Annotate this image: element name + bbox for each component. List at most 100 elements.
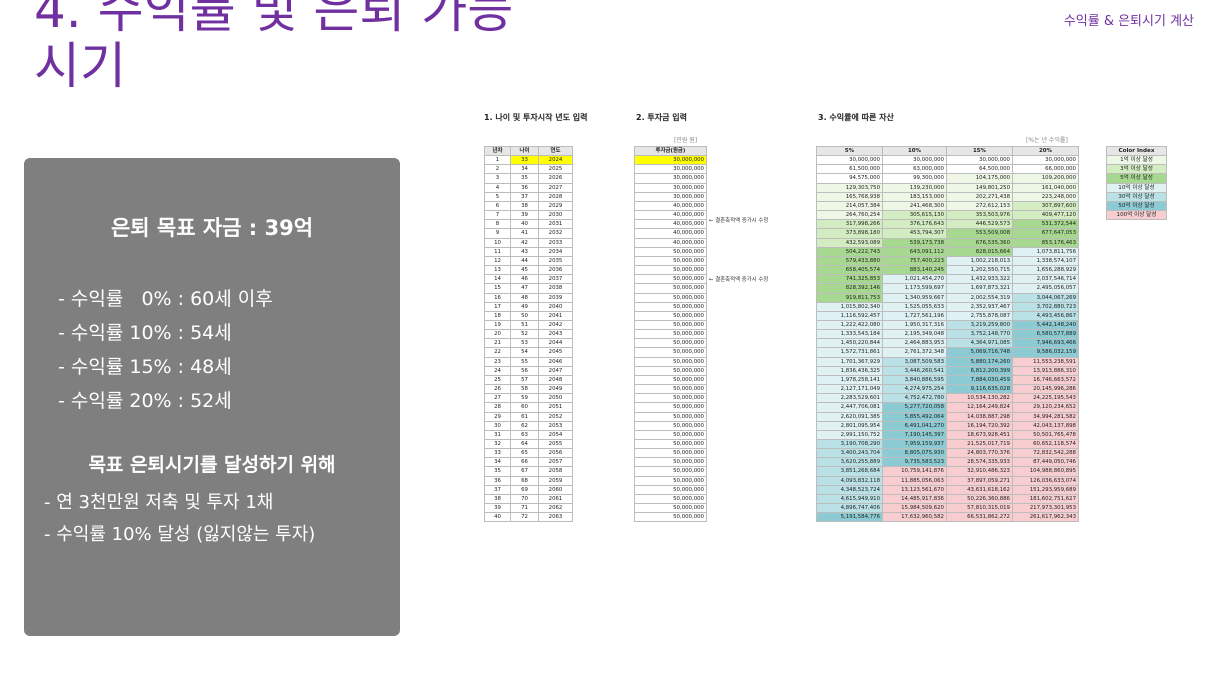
asset-cell-r20: 261,617,962,343 [1012,512,1079,523]
asset-cell-r10: 139,230,000 [882,182,947,193]
asset-cell-r5: 3,190,708,290 [816,438,883,450]
table-row: 50,000,000 [634,265,707,276]
year-no-cell: 5 [484,191,511,202]
asset-cell-r5: 5,191,584,776 [816,512,883,523]
asset-cell-r20: 30,000,000 [1012,155,1079,166]
color-index-legend: Color Index 1억 이상 달성 3억 이상 달성 5억 이상 달성 10억 … [1106,145,1167,221]
asset-cell-r10: 2,464,883,953 [882,338,947,349]
table-row: 14 46 2037 [484,274,573,285]
calendar-year-cell: 2029 [538,200,573,212]
table-row: 16 48 2039 [484,292,573,303]
asset-cell-r10: 1,525,055,633 [882,301,947,312]
asset-cell-r20: 11,553,238,591 [1012,356,1079,367]
year-no-cell: 10 [484,237,511,248]
table-row: 1,333,543,184 2,195,349,048 3,752,148,770 6… [816,329,1079,340]
asset-cell-r15: 37,897,059,271 [946,475,1013,486]
asset-cell-r15: 1,002,218,013 [946,255,1013,267]
asset-cell-r10: 757,400,223 [882,255,947,267]
principal-cell: 50,000,000 [634,512,707,523]
header-rate-15: 15% [946,145,1013,157]
table-row: 50,000,000 [634,319,707,331]
table-header-row: 투자금(원금) [634,145,707,157]
asset-cell-r15: 24,803,770,376 [946,448,1013,459]
table-row: 1,450,220,844 2,464,883,953 4,364,971,085 7… [816,338,1079,349]
rate-line-0: - 수익률 0% : 60세 이후 [58,288,273,310]
table-row: 30,000,000 [634,164,707,175]
calendar-year-cell: 2052 [538,411,573,422]
year-no-cell: 40 [484,512,511,523]
asset-cell-r10: 4,274,975,254 [882,384,947,395]
asset-cell-r15: 18,673,928,451 [946,429,1013,441]
table-row: 23 55 2046 [484,356,573,367]
asset-cell-r5: 658,405,574 [816,265,883,276]
unit-label-rates: [%는 년 수익률] [1026,137,1068,144]
year-no-cell: 15 [484,283,511,294]
principal-cell: 50,000,000 [634,438,707,450]
table-row: 2,801,095,954 6,491,041,270 16,194,720,392… [816,420,1079,431]
color-index-row: 1억 이상 달성 [1106,155,1167,166]
table-row: 13 45 2036 [484,265,573,276]
table-row: 50,000,000 [634,484,707,495]
asset-cell-r15: 57,810,315,019 [946,503,1013,514]
asset-cell-r15: 2,352,937,467 [946,301,1013,312]
table-row: 61,500,000 63,000,000 64,500,000 66,000,000 [816,164,1079,175]
asset-cell-r10: 1,173,599,697 [882,283,947,294]
principal-cell: 50,000,000 [634,420,707,431]
rate-line-10: - 수익률 10% : 54세 [58,322,232,344]
asset-cell-r5: 919,811,753 [816,292,883,303]
table-row: 30,000,000 30,000,000 30,000,000 30,000,000 [816,155,1079,166]
principal-cell: 40,000,000 [634,228,707,239]
age-cell: 44 [510,255,539,267]
asset-cell-r20: 217,973,301,953 [1012,503,1079,514]
calendar-year-cell: 2050 [538,393,573,404]
principal-cell: 50,000,000 [634,448,707,459]
year-no-cell: 9 [484,228,511,239]
asset-cell-r5: 579,433,880 [816,255,883,267]
asset-cell-r20: 4,493,456,867 [1012,310,1079,321]
table-row: 2,447,706,081 5,277,720,058 12,164,249,824… [816,402,1079,413]
table-row: 4,093,832,118 11,885,056,063 37,897,059,27… [816,475,1079,486]
table-row: 31 63 2054 [484,429,573,441]
asset-cell-r20: 24,225,195,543 [1012,393,1079,404]
header-rate-10: 10% [882,145,947,157]
asset-cell-r5: 61,500,000 [816,164,883,175]
year-no-cell: 38 [484,493,511,505]
asset-cell-r20: 29,120,234,652 [1012,402,1079,413]
asset-cell-r5: 1,116,592,457 [816,310,883,321]
table-row: 34 66 2057 [484,457,573,468]
year-no-cell: 30 [484,420,511,431]
table-row: 165,768,938 183,153,000 202,271,438 223,248… [816,191,1079,202]
table-row: 50,000,000 [634,438,707,450]
asset-cell-r5: 1,015,802,340 [816,301,883,312]
table-row: 5 37 2028 [484,191,573,202]
calendar-year-cell: 2056 [538,448,573,459]
header-calendar-year: 연도 [538,145,573,157]
asset-cell-r20: 3,702,880,723 [1012,301,1079,312]
asset-cell-r10: 1,340,959,667 [882,292,947,303]
year-no-cell: 3 [484,173,511,184]
color-index-item: 10억 이상 달성 [1106,182,1167,193]
year-no-cell: 27 [484,393,511,404]
age-cell: 48 [510,292,539,303]
asset-cell-r20: 72,832,542,288 [1012,448,1079,459]
table-row: 50,000,000 [634,255,707,267]
asset-cell-r20: 307,897,600 [1012,200,1079,212]
table-row: 50,000,000 [634,457,707,468]
calendar-year-cell: 2054 [538,429,573,441]
age-cell: 37 [510,191,539,202]
color-index-row: 30억 이상 달성 [1106,191,1167,202]
table-row: 658,405,574 883,140,245 1,202,550,715 1,656… [816,265,1079,276]
asset-cell-r5: 2,620,091,385 [816,411,883,422]
principal-note-1: ← 결혼축적액 증가시 수정 [709,218,769,224]
page-title-line1: 4. 수익률 및 은퇴 가능 [34,0,514,39]
asset-cell-r10: 1,727,561,196 [882,310,947,321]
table-row: 4,348,523,724 13,123,561,670 43,631,618,16… [816,484,1079,495]
table-row: 6 38 2029 [484,200,573,212]
asset-cell-r20: 60,652,118,574 [1012,438,1079,450]
asset-cell-r10: 376,176,643 [882,219,947,230]
table-row: 9 41 2032 [484,228,573,239]
calendar-year-cell: 2055 [538,438,573,450]
calendar-year-cell: 2044 [538,338,573,349]
calendar-year-cell: 2059 [538,475,573,486]
year-no-cell: 29 [484,411,511,422]
